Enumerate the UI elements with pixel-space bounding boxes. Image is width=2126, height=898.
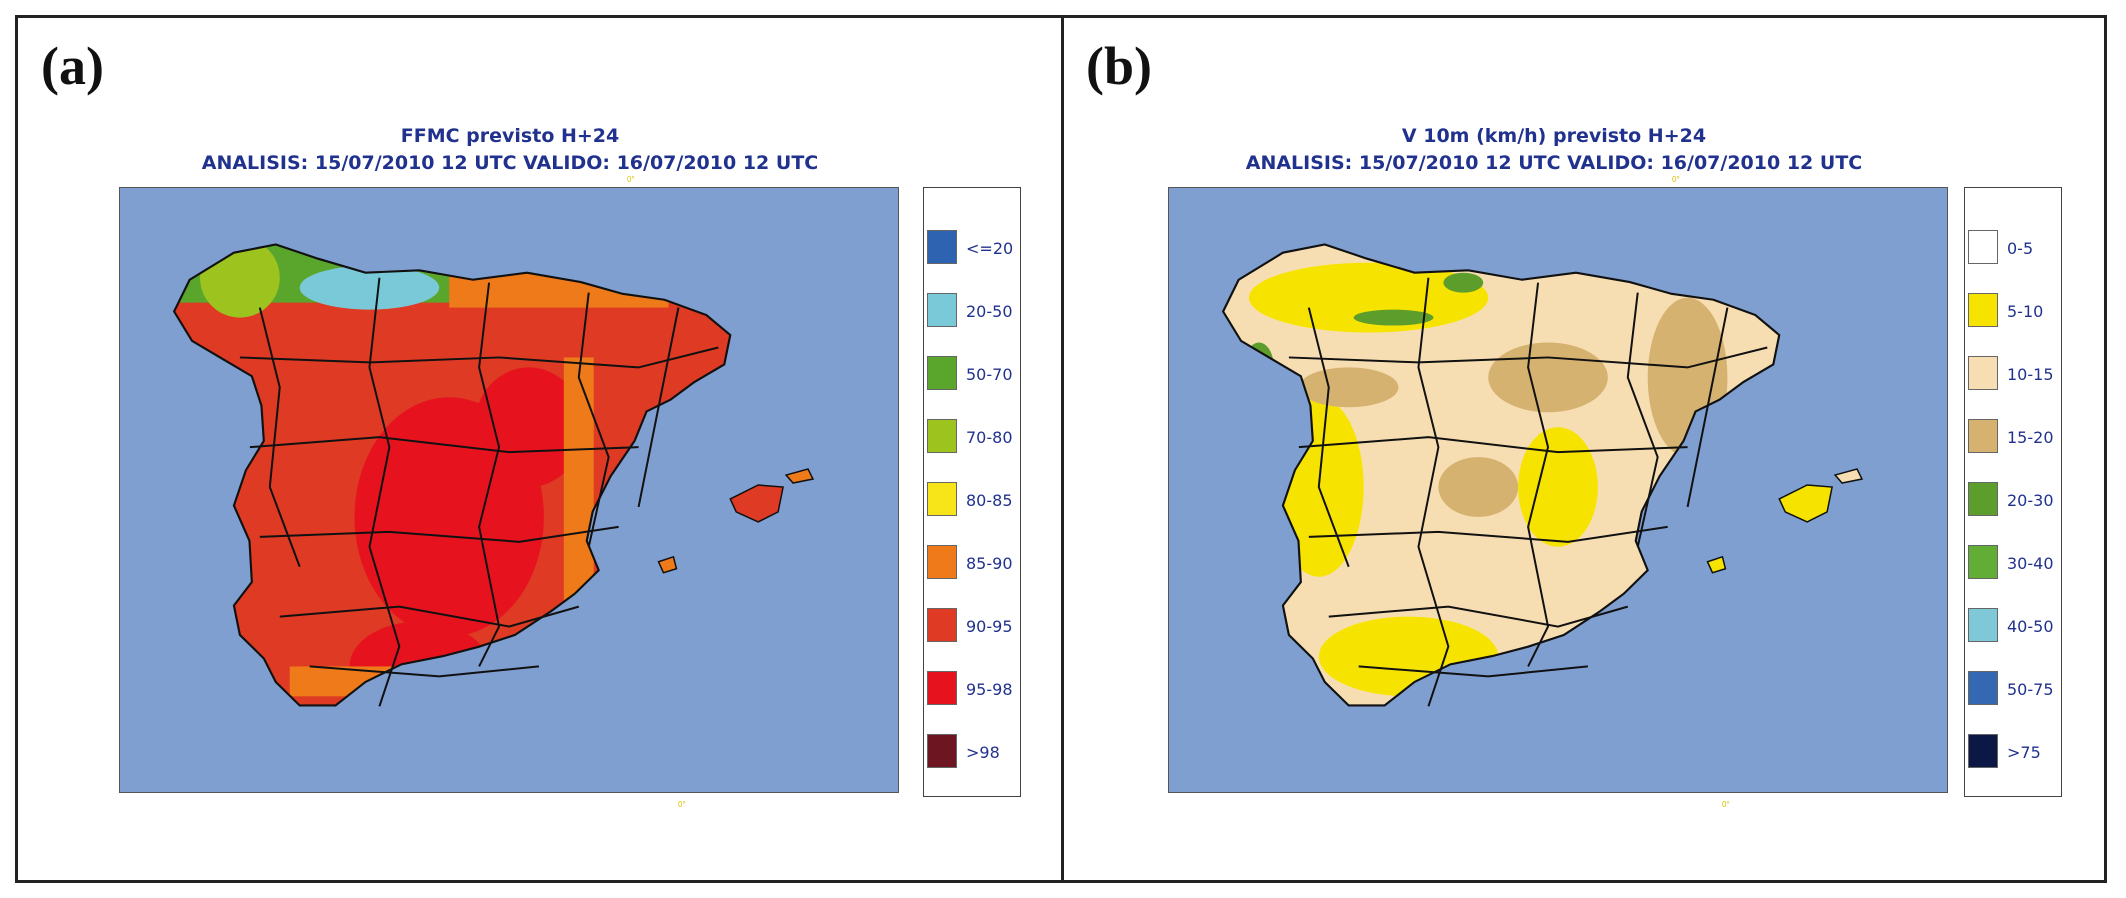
legend-swatch: [927, 734, 957, 768]
panel-b-wind: (b) V 10m (km/h) previsto H+24 ANALISIS:…: [1064, 15, 2107, 883]
panel-divider: [1061, 15, 1064, 883]
legend-label: 0-5: [2007, 239, 2034, 258]
province-borders: [239, 277, 719, 707]
legend-swatch: [1968, 293, 1998, 327]
longitude-label-top: 0°: [1672, 175, 1680, 184]
legend-label: 90-95: [966, 617, 1013, 636]
legend-swatch: [1968, 734, 1998, 768]
legend-swatch: [1968, 230, 1998, 264]
legend-label: 40-50: [2007, 617, 2054, 636]
map-title: FFMC previsto H+24: [400, 125, 620, 147]
legend-label: 80-85: [966, 491, 1013, 510]
mallorca-island: [729, 484, 784, 523]
legend-swatch: [1968, 545, 1998, 579]
legend-label: 5-10: [2007, 302, 2044, 321]
mallorca-island: [1778, 484, 1833, 523]
legend-swatch: [927, 482, 957, 516]
panel-label: (a): [41, 36, 104, 96]
legend-item: 85-90: [924, 545, 1022, 581]
iberia-outline: [172, 243, 732, 707]
legend-swatch: [1968, 419, 1998, 453]
legend-item: <=20: [924, 230, 1022, 266]
legend-swatch: [927, 356, 957, 390]
ffmc-map[interactable]: [119, 187, 899, 793]
map-subtitle: ANALISIS: 15/07/2010 12 UTC VALIDO: 16/0…: [201, 152, 819, 174]
legend-swatch: [1968, 356, 1998, 390]
legend-label: >75: [2007, 743, 2041, 762]
legend-label: 15-20: [2007, 428, 2054, 447]
legend-item: 80-85: [924, 482, 1022, 518]
legend-swatch: [1968, 671, 1998, 705]
legend-label: 20-30: [2007, 491, 2054, 510]
legend-label: 95-98: [966, 680, 1013, 699]
windy-zone: [1488, 342, 1608, 413]
legend-item: 40-50: [1965, 608, 2063, 644]
province-borders: [1288, 277, 1768, 707]
legend-swatch: [927, 608, 957, 642]
menorca-island: [1833, 468, 1864, 484]
ffmc-legend: <=20 20-50 50-70 70-80 80-85 85-90 90-95: [923, 187, 1021, 797]
legend-item: 5-10: [1965, 293, 2063, 329]
legend-item: 70-80: [924, 419, 1022, 455]
legend-item: 20-30: [1965, 482, 2063, 518]
legend-item: 15-20: [1965, 419, 2063, 455]
legend-item: >98: [924, 734, 1022, 770]
legend-label: 70-80: [966, 428, 1013, 447]
legend-label: 85-90: [966, 554, 1013, 573]
legend-swatch: [927, 671, 957, 705]
legend-swatch: [927, 293, 957, 327]
legend-label: 50-70: [966, 365, 1013, 384]
legend-item: 90-95: [924, 608, 1022, 644]
legend-label: 30-40: [2007, 554, 2054, 573]
legend-swatch: [927, 230, 957, 264]
ibiza-island: [1706, 555, 1727, 574]
menorca-island: [784, 468, 815, 484]
wind-map[interactable]: [1168, 187, 1948, 793]
legend-item: 20-50: [924, 293, 1022, 329]
legend-swatch: [1968, 608, 1998, 642]
legend-item: 0-5: [1965, 230, 2063, 266]
legend-swatch: [927, 419, 957, 453]
ibiza-island: [657, 555, 678, 574]
legend-label: 20-50: [966, 302, 1013, 321]
longitude-label-bottom: 0°: [1722, 800, 1730, 809]
legend-item: 95-98: [924, 671, 1022, 707]
panel-a-ffmc: (a) FFMC previsto H+24 ANALISIS: 15/07/2…: [15, 15, 1061, 883]
legend-label: <=20: [966, 239, 1014, 258]
iberia-outline: [1221, 243, 1781, 707]
legend-item: 30-40: [1965, 545, 2063, 581]
longitude-label-top: 0°: [627, 175, 635, 184]
legend-item: 50-75: [1965, 671, 2063, 707]
legend-swatch: [1968, 482, 1998, 516]
panel-label: (b): [1086, 36, 1152, 96]
legend-label: 10-15: [2007, 365, 2054, 384]
map-title: V 10m (km/h) previsto H+24: [1401, 125, 1707, 147]
ffmc-map-svg: [172, 243, 815, 707]
wind-legend: 0-5 5-10 10-15 15-20 20-30 30-40 40-50: [1964, 187, 2062, 797]
legend-item: >75: [1965, 734, 2063, 770]
legend-label: 50-75: [2007, 680, 2054, 699]
legend-item: 10-15: [1965, 356, 2063, 392]
legend-label: >98: [966, 743, 1000, 762]
legend-item: 50-70: [924, 356, 1022, 392]
longitude-label-bottom: 0°: [678, 800, 686, 809]
legend-swatch: [927, 545, 957, 579]
wind-map-svg: [1221, 243, 1864, 707]
map-subtitle: ANALISIS: 15/07/2010 12 UTC VALIDO: 16/0…: [1245, 152, 1863, 174]
